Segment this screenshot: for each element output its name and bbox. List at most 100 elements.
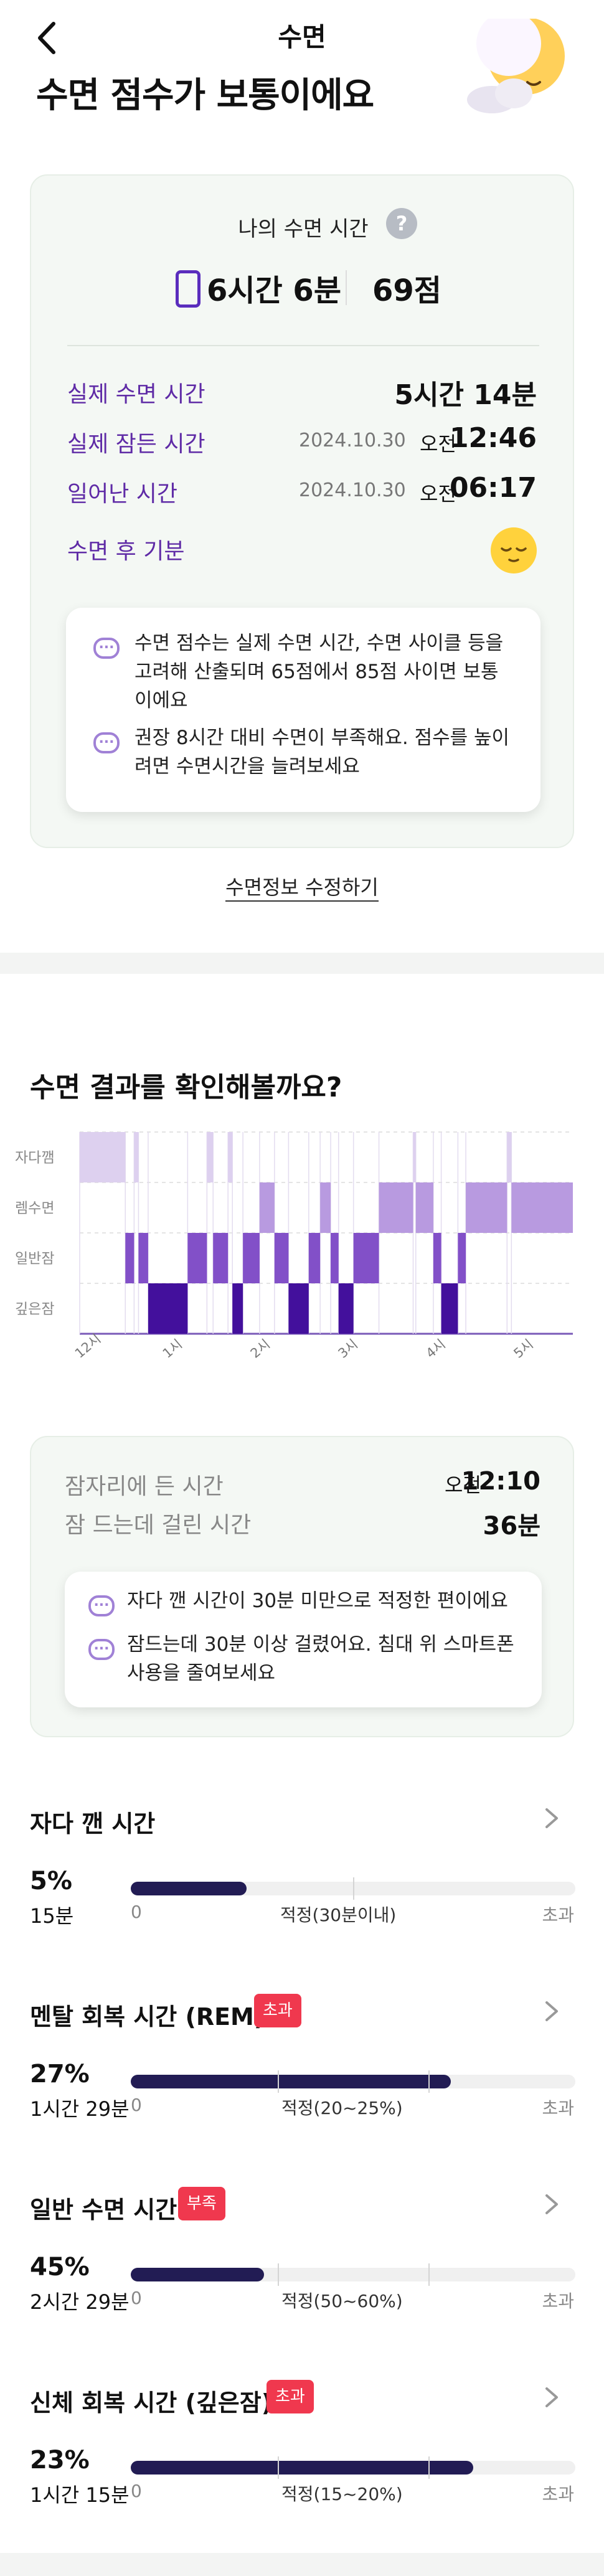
speech-bubble-icon: ... <box>93 638 120 659</box>
chevron-right-icon[interactable] <box>542 1806 560 1831</box>
sleepy-face-icon <box>491 527 537 573</box>
sleep-stage-segment <box>466 1182 507 1233</box>
tip-text: 수면 점수는 실제 수면 시간, 수면 사이클 등을 고려해 산출되며 65점에… <box>134 632 504 712</box>
stage-bar-track <box>131 2263 575 2286</box>
headline: 수면 점수가 보통이에요 <box>36 75 374 116</box>
sleep-stage-segment <box>320 1182 331 1233</box>
tip-text: 잠드는데 30분 이상 걸렸어요. 침대 위 스마트폰 사용을 줄여보세요 <box>127 1633 514 1684</box>
stage-title-rem: 멘탈 회복 시간 (REM) <box>30 2003 265 2031</box>
sleep-summary-card: 나의 수면 시간 ? 6시간 6분 69점 실제 수면 시간 5시간 14분 실… <box>30 174 574 848</box>
chart-section-title: 수면 결과를 확인해볼까요? <box>30 1072 342 1103</box>
status-badge: 초과 <box>267 2380 314 2413</box>
time-axis-label: 5시 <box>511 1336 536 1361</box>
stage-duration: 1시간 29분 <box>30 2097 130 2121</box>
time-axis-label: 1시 <box>160 1336 185 1361</box>
sleep-stage-segment <box>138 1233 148 1283</box>
bar-normal-label: 적정(20~25%) <box>281 2098 403 2118</box>
sleep-stage-segment <box>207 1132 214 1182</box>
bar-over-label: 초과 <box>542 2484 574 2504</box>
edit-sleep-link-label[interactable]: 수면정보 수정하기 <box>225 875 379 902</box>
stage-duration: 1시간 15분 <box>30 2483 130 2507</box>
actual-sleep-label: 실제 수면 시간 <box>67 382 205 407</box>
bar-zero-label: 0 <box>131 2481 142 2501</box>
chevron-right-icon[interactable] <box>542 1999 560 2024</box>
woke-up-label: 일어난 시간 <box>67 481 178 507</box>
actual-sleep-value: 5시간 14분 <box>394 379 537 411</box>
bar-zero-label: 0 <box>131 2288 142 2308</box>
chevron-left-icon[interactable] <box>31 16 62 60</box>
phone-icon <box>176 270 201 308</box>
stage-bar-track <box>131 1877 575 1900</box>
sleep-stage-segment <box>125 1233 134 1283</box>
time-axis-label: 3시 <box>336 1336 361 1361</box>
sleep-stage-segment <box>134 1132 139 1182</box>
bar-normal-label: 적정(30분이내) <box>280 1905 397 1925</box>
status-badge: 초과 <box>254 1994 301 2027</box>
sleep-stage-segment <box>441 1283 458 1334</box>
bottom-divider <box>0 2553 604 2576</box>
stage-axis-label: 깊은잠 <box>15 1301 54 1318</box>
status-badge: 부족 <box>178 2187 225 2220</box>
sleep-stage-segment <box>187 1233 207 1283</box>
bar-range-tick <box>428 2263 430 2286</box>
bar-range-tick <box>353 1877 354 1900</box>
woke-up-time: 06:17 <box>449 472 537 504</box>
sleep-stage-segment <box>243 1233 260 1283</box>
bar-zero-label: 0 <box>131 2095 142 2115</box>
sleep-stage-segment <box>274 1233 289 1283</box>
sleep-stage-segment <box>331 1233 339 1283</box>
latency-tips-box: ... 자다 깬 시간이 30분 미만으로 적정한 편이에요 ... 잠드는데 … <box>65 1572 542 1707</box>
fell-asleep-label: 실제 잠든 시간 <box>67 432 205 457</box>
latency-label: 잠 드는데 걸린 시간 <box>65 1512 252 1538</box>
stage-bar-fill <box>131 2075 451 2088</box>
sleep-stage-segment <box>232 1283 243 1334</box>
bar-normal-label: 적정(50~60%) <box>281 2291 403 2311</box>
sleep-stage-segment <box>80 1132 126 1182</box>
bar-over-label: 초과 <box>542 2098 574 2118</box>
bar-range-tick <box>277 2070 279 2093</box>
stage-percent: 23% <box>30 2446 90 2475</box>
stage-axis-label: 자다깸 <box>15 1150 54 1166</box>
bar-over-label: 초과 <box>542 2291 574 2311</box>
mood-label: 수면 후 기분 <box>67 539 185 564</box>
edit-sleep-link[interactable]: 수면정보 수정하기 <box>0 872 604 902</box>
divider <box>67 345 539 346</box>
stage-axis-label: 렘수면 <box>15 1201 54 1217</box>
fell-asleep-date: 2024.10.30 <box>299 430 406 451</box>
stage-bar-fill <box>131 2268 265 2281</box>
sleep-stage-segment <box>511 1182 573 1233</box>
sleep-stage-segment <box>148 1283 188 1334</box>
sleep-stage-segment <box>433 1233 441 1283</box>
sleep-stage-segment <box>308 1233 321 1283</box>
sleep-stage-segment <box>458 1233 466 1283</box>
bar-normal-label: 적정(15~20%) <box>281 2484 403 2504</box>
summary-label: 나의 수면 시간 <box>238 217 369 242</box>
time-axis-label: 2시 <box>248 1336 273 1361</box>
divider <box>346 270 347 305</box>
stage-bar-track <box>131 2456 575 2479</box>
stage-title-light: 일반 수면 시간 <box>30 2196 177 2224</box>
stage-duration: 2시간 29분 <box>30 2290 130 2314</box>
moon-icon <box>467 19 565 113</box>
sleep-stage-segment <box>413 1132 416 1182</box>
bed-time-label: 잠자리에 든 시간 <box>65 1474 224 1499</box>
tip-text: 권장 8시간 대비 수면이 부족해요. 점수를 높이려면 수면시간을 늘려보세요 <box>134 727 510 778</box>
help-icon[interactable]: ? <box>386 208 417 239</box>
page-title: 수면 <box>278 22 326 52</box>
speech-bubble-icon: ... <box>88 1595 115 1616</box>
bar-over-label: 초과 <box>542 1905 574 1925</box>
bar-range-tick <box>428 2456 430 2479</box>
stage-bar-fill <box>131 2461 473 2475</box>
bed-time-value: 12:10 <box>461 1467 540 1496</box>
fell-asleep-time: 12:46 <box>449 422 537 454</box>
stage-axis-label: 일반잠 <box>15 1251 54 1267</box>
stage-percent: 5% <box>30 1867 72 1895</box>
chevron-right-icon[interactable] <box>542 2385 560 2410</box>
total-sleep-time: 6시간 6분 <box>207 273 341 308</box>
chevron-right-icon[interactable] <box>542 2192 560 2217</box>
sleep-stage-segment <box>379 1182 413 1233</box>
bar-range-tick <box>277 2456 279 2479</box>
sleep-stage-segment <box>415 1182 433 1233</box>
speech-bubble-icon: ... <box>93 732 120 753</box>
